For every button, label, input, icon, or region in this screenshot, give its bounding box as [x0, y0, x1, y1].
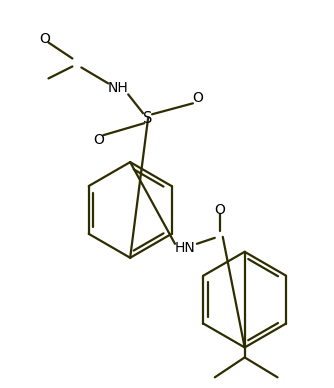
Text: O: O [214, 203, 225, 217]
Text: HN: HN [175, 241, 195, 255]
Text: S: S [143, 111, 153, 126]
Text: O: O [93, 133, 104, 147]
Text: O: O [192, 91, 203, 106]
Text: NH: NH [108, 81, 129, 95]
Text: O: O [39, 31, 50, 45]
